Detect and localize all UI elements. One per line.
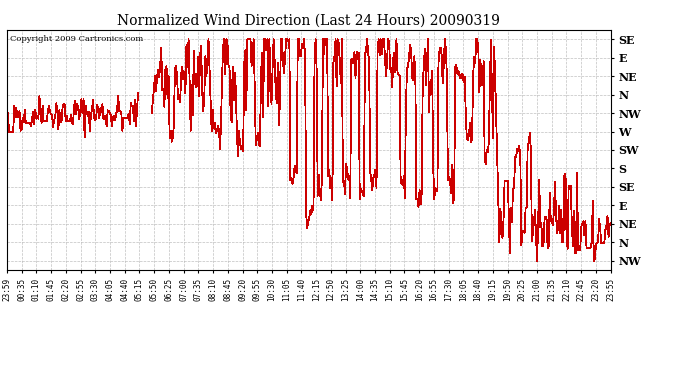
Text: Copyright 2009 Cartronics.com: Copyright 2009 Cartronics.com <box>10 35 143 43</box>
Title: Normalized Wind Direction (Last 24 Hours) 20090319: Normalized Wind Direction (Last 24 Hours… <box>117 13 500 27</box>
